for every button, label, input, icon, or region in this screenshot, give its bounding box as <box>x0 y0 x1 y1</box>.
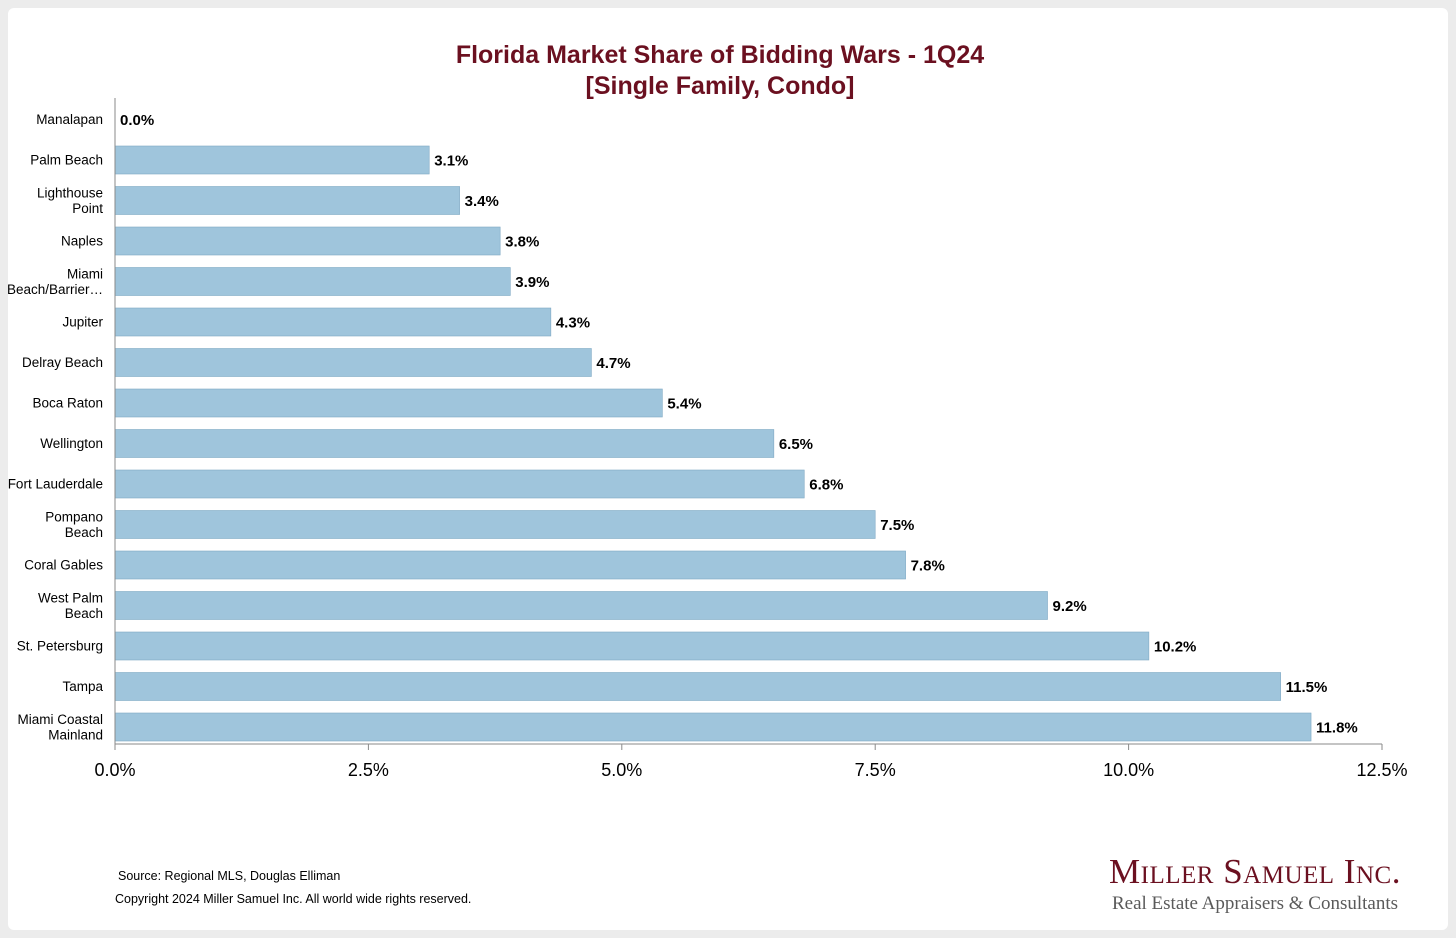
source-note: Source: Regional MLS, Douglas Elliman <box>118 869 341 883</box>
category-label: West Palm Beach <box>38 590 103 621</box>
value-label: 0.0% <box>120 112 154 129</box>
value-label: 11.8% <box>1316 720 1358 737</box>
value-label: 6.5% <box>779 436 813 453</box>
bar <box>114 267 511 296</box>
x-tick-label: 0.0% <box>94 760 135 780</box>
bar <box>114 429 775 458</box>
bar <box>114 469 805 499</box>
bar <box>114 712 1312 742</box>
category-labels: Manalapan Palm Beach Lighthouse Point Naples… <box>8 112 103 742</box>
chart-title: Florida Market Share of Bidding Wars - 1… <box>8 40 1432 102</box>
value-label: 4.3% <box>556 315 590 332</box>
category-label: Boca Raton <box>32 396 103 411</box>
value-label: 11.5% <box>1286 679 1328 696</box>
bar <box>114 631 1150 661</box>
value-label: 3.8% <box>505 234 539 251</box>
value-labels: 0.0% 3.1% 3.4% 3.8% 3.9% 4.3% 4.7% 5.4% 6.5% 6.8%… <box>120 112 1358 737</box>
value-label: 9.2% <box>1053 598 1087 615</box>
category-label: Miami Coastal Mainland <box>17 712 103 743</box>
category-label: Jupiter <box>62 315 103 330</box>
value-label: 3.4% <box>465 193 499 210</box>
value-label: 10.2% <box>1154 639 1197 656</box>
company-logo-tagline: Real Estate Appraisers & Consultants <box>1111 893 1398 914</box>
bars-layer <box>114 145 1312 742</box>
category-label: Pompano Beach <box>45 509 103 540</box>
x-axis: 0.0% 2.5% 5.0% 7.5% 10.0% 12.5% <box>94 98 1408 780</box>
category-label: Naples <box>61 234 103 249</box>
category-label: Wellington <box>40 436 103 451</box>
value-label: 7.5% <box>880 517 914 534</box>
x-tick-label: 10.0% <box>1103 760 1154 780</box>
bar <box>114 388 663 418</box>
category-label: Delray Beach <box>22 355 103 370</box>
category-label: St. Petersburg <box>17 639 103 654</box>
bar <box>114 226 501 256</box>
category-label: Tampa <box>62 679 103 694</box>
category-label: Lighthouse Point <box>37 185 103 216</box>
company-logo-name: Miller Samuel Inc. <box>1109 852 1401 891</box>
bar <box>114 307 552 337</box>
value-label: 6.8% <box>809 477 843 494</box>
bar <box>114 186 460 215</box>
bar <box>114 591 1048 620</box>
value-label: 7.8% <box>911 558 945 575</box>
value-label: 5.4% <box>667 396 701 413</box>
bar-chart: 0.0% 2.5% 5.0% 7.5% 10.0% 12.5% Manalapan Palm… <box>8 98 1408 780</box>
chart-card: Florida Market Share of Bidding Wars - 1… <box>8 8 1448 930</box>
copyright-note: Copyright 2024 Miller Samuel Inc. All wo… <box>115 892 472 906</box>
x-tick-label: 7.5% <box>855 760 896 780</box>
bar <box>114 510 876 539</box>
value-label: 4.7% <box>596 355 630 372</box>
x-tick-label: 5.0% <box>601 760 642 780</box>
category-label: Miami Beach/Barrier… <box>8 266 103 297</box>
chart-title-line-1: Florida Market Share of Bidding Wars - 1… <box>455 41 985 69</box>
category-label: Fort Lauderdale <box>8 477 103 492</box>
category-label: Palm Beach <box>30 153 103 168</box>
bar <box>114 145 430 175</box>
bar <box>114 550 906 580</box>
bar <box>114 672 1281 701</box>
bar <box>114 348 592 377</box>
x-tick-label: 12.5% <box>1356 760 1407 780</box>
x-tick-label: 2.5% <box>348 760 389 780</box>
category-label: Coral Gables <box>24 558 103 573</box>
value-label: 3.1% <box>434 153 468 170</box>
chart-title-line-2: [Single Family, Condo] <box>585 72 855 100</box>
value-label: 3.9% <box>515 274 549 291</box>
category-label: Manalapan <box>36 112 103 127</box>
